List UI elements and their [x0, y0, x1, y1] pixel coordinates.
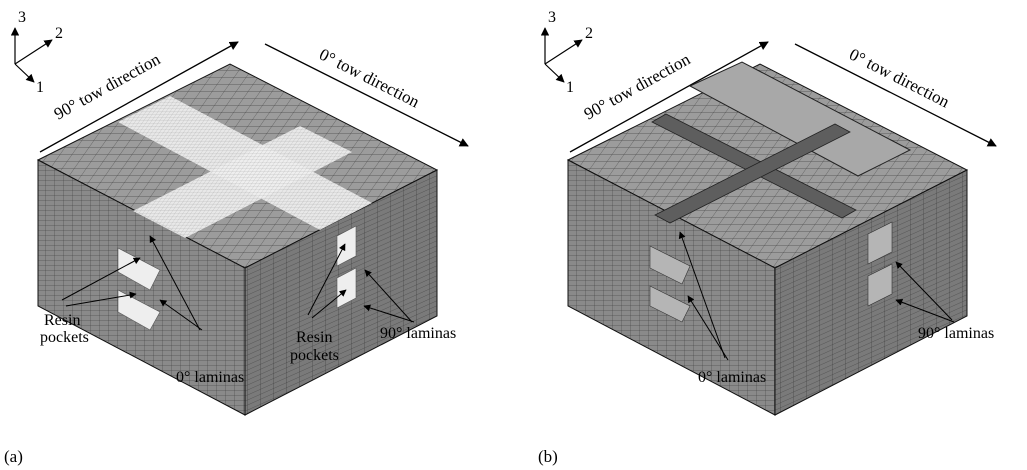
resin-pockets-label-1-line1: Resin — [44, 312, 80, 329]
axis-triad-a: 3 2 1 — [10, 9, 63, 96]
tow-0-arrow-a — [264, 43, 469, 147]
leader-0lam-b1 — [678, 231, 726, 359]
laminas-0-label-a: 0° laminas — [176, 369, 244, 386]
pocket-front-b2 — [649, 285, 691, 323]
leader-90lam-b1 — [895, 261, 953, 321]
resin-pocket-front-1 — [117, 247, 161, 291]
axis-triad-b: 3 2 1 — [540, 9, 593, 96]
axis-1-label: 1 — [36, 79, 44, 96]
caption-b: (b) — [538, 447, 558, 466]
leader-resin-a2 — [65, 291, 137, 307]
resin-pocket-side-1 — [336, 225, 357, 267]
tow-90-arrow-a — [39, 41, 239, 153]
axis-2-label: 2 — [55, 25, 63, 42]
axis-1-arrow-b — [544, 63, 565, 83]
laminas-90-label-b: 90° laminas — [918, 325, 994, 342]
axis-3-label-b: 3 — [548, 9, 556, 26]
axis-3-label: 3 — [18, 9, 26, 26]
axis-1-arrow — [14, 63, 35, 83]
leader-0lam-b2 — [687, 295, 729, 361]
axis-2-arrow-b — [544, 39, 583, 65]
axis-2-label-b: 2 — [585, 25, 593, 42]
pocket-front-b1 — [649, 245, 691, 285]
resin-pockets-label-2-line2: pockets — [290, 347, 339, 364]
axis-1-label-b: 1 — [566, 79, 574, 96]
pocket-side-b1 — [867, 221, 893, 265]
laminas-0-label-b: 0° laminas — [698, 369, 766, 386]
pocket-side-b2 — [867, 263, 893, 307]
resin-pocket-front-2 — [117, 289, 161, 331]
mesh-block-a — [36, 63, 439, 416]
resin-band-90deg — [133, 126, 352, 238]
leader-90lam-a2 — [363, 304, 415, 323]
tow-0-arrow-b — [794, 43, 997, 147]
leaders-b — [678, 231, 955, 361]
tow-gap-90deg — [654, 123, 851, 224]
resin-pockets-label-2-line1: Resin — [296, 329, 332, 346]
panel-a: 3 2 1 90° tow direction 0° tow direction — [4, 9, 469, 466]
leader-resin-b2 — [311, 289, 347, 319]
leader-90lam-b2 — [895, 298, 955, 323]
laminas-90-label-a: 90° laminas — [380, 325, 456, 342]
panel-b: 3 2 1 90° tow direction 0° tow direction — [538, 9, 997, 466]
leader-0lam-a1 — [149, 235, 201, 331]
tow-90-arrow-b — [569, 41, 769, 153]
leader-90lam-a1 — [364, 269, 413, 323]
mesh-block-b — [566, 61, 969, 416]
leaders-a — [61, 235, 415, 331]
leader-0lam-a2 — [159, 299, 203, 331]
axis-2-arrow — [14, 39, 53, 65]
caption-a: (a) — [4, 447, 23, 466]
resin-pockets-label-1-line2: pockets — [40, 329, 89, 346]
leader-resin-a1 — [61, 257, 141, 301]
leader-resin-b1 — [307, 243, 346, 316]
